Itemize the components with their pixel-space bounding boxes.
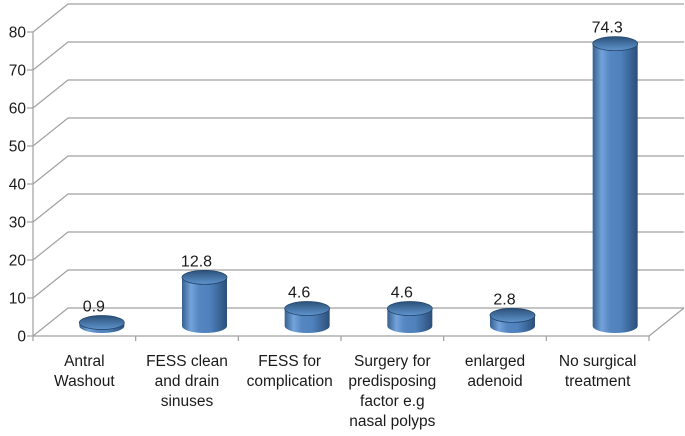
y-axis-label: 10 bbox=[9, 291, 27, 308]
x-axis-label: FESS for complication bbox=[247, 353, 333, 390]
bar-cylinder bbox=[284, 301, 331, 333]
gridline bbox=[32, 231, 684, 261]
x-axis-label-line: Surgery for bbox=[354, 353, 431, 370]
x-axis-label-line: predisposing bbox=[348, 373, 436, 390]
y-axis-label: 50 bbox=[9, 139, 27, 156]
y-axis-label: 0 bbox=[17, 329, 26, 346]
x-axis-label-line: enlarged bbox=[465, 353, 525, 370]
x-axis-label-line: Washout bbox=[54, 373, 115, 390]
x-axis-label-line: adenoid bbox=[467, 373, 522, 390]
bar-cylinder bbox=[78, 315, 125, 333]
x-axis-label-line: treatment bbox=[565, 373, 631, 390]
floor-right-edge bbox=[648, 307, 685, 337]
bars bbox=[78, 36, 639, 333]
axes bbox=[27, 31, 685, 341]
cylinder-body bbox=[182, 277, 227, 333]
x-axis-label-line: FESS for bbox=[258, 353, 321, 370]
gridline bbox=[32, 155, 684, 185]
y-axis-label: 20 bbox=[9, 253, 27, 270]
x-axis-label-line: No surgical bbox=[559, 353, 637, 370]
data-label: 0.9 bbox=[83, 299, 105, 316]
gridline bbox=[32, 307, 684, 337]
gridline bbox=[32, 269, 684, 299]
x-axis-label: Antral Washout bbox=[54, 353, 115, 390]
gridline bbox=[32, 193, 684, 223]
data-label: 12.8 bbox=[181, 253, 212, 270]
x-axis-label: FESS clean and drain sinuses bbox=[146, 353, 228, 410]
x-axis-label: enlarged adenoid bbox=[465, 353, 525, 390]
cylinder-top bbox=[489, 307, 536, 323]
data-label: 4.6 bbox=[391, 285, 413, 302]
y-axis-label: 70 bbox=[9, 63, 27, 80]
cylinder-top bbox=[284, 301, 331, 316]
gridline bbox=[32, 117, 684, 147]
cylinder-top bbox=[181, 269, 228, 285]
x-axis-label-line: sinuses bbox=[161, 393, 214, 410]
x-axis-label-line: Antral bbox=[64, 353, 105, 370]
cylinder-body bbox=[592, 43, 638, 333]
data-label: 2.8 bbox=[493, 291, 515, 308]
bar-cylinder bbox=[181, 269, 228, 333]
gridline bbox=[32, 3, 684, 33]
gridline bbox=[32, 41, 684, 71]
x-axis-label: Surgery for predisposing factor e.g nasal p… bbox=[348, 353, 436, 430]
bar-cylinder bbox=[386, 301, 433, 333]
y-axis-label: 60 bbox=[9, 101, 27, 118]
y-axis-label: 80 bbox=[9, 25, 27, 42]
y-axis-label: 30 bbox=[9, 215, 27, 232]
bar-cylinder bbox=[592, 36, 639, 333]
cylinder-top bbox=[78, 315, 125, 330]
gridline bbox=[32, 79, 684, 109]
data-label: 74.3 bbox=[592, 20, 623, 37]
x-axis-label-line: complication bbox=[247, 373, 333, 390]
x-axis-label: No surgical treatment bbox=[559, 353, 637, 390]
y-axis-label: 40 bbox=[9, 177, 27, 194]
x-axis-label-line: nasal polyps bbox=[349, 413, 435, 430]
cylinder-top bbox=[386, 301, 433, 316]
x-axis-label-line: FESS clean bbox=[146, 353, 228, 370]
x-axis-label-line: factor e.g bbox=[360, 393, 425, 410]
gridlines bbox=[32, 3, 684, 337]
data-label: 4.6 bbox=[288, 285, 310, 302]
x-axis-label-line: and drain bbox=[155, 373, 220, 390]
bar-cylinder bbox=[489, 307, 536, 333]
cylinder-top bbox=[592, 36, 639, 52]
